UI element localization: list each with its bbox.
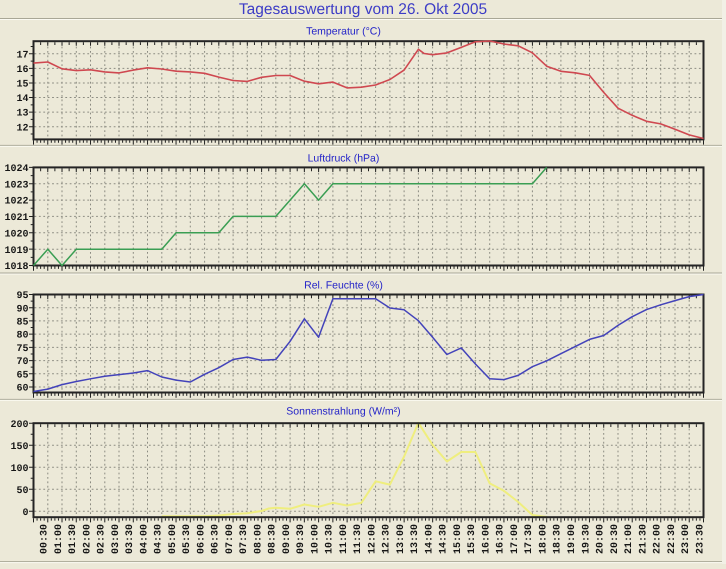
svg-text:1019: 1019 [4, 246, 28, 257]
svg-text:13:30: 13:30 [410, 524, 421, 554]
svg-text:1018: 1018 [4, 262, 28, 273]
svg-text:10:30: 10:30 [325, 524, 336, 554]
svg-text:12:00: 12:00 [367, 524, 378, 554]
svg-text:22:00: 22:00 [653, 524, 664, 554]
svg-text:08:00: 08:00 [253, 524, 264, 554]
svg-text:02:00: 02:00 [82, 524, 93, 554]
svg-text:200: 200 [10, 420, 28, 431]
svg-text:22:30: 22:30 [667, 524, 678, 554]
svg-text:1023: 1023 [4, 180, 28, 191]
svg-text:16:30: 16:30 [496, 524, 507, 554]
svg-text:Tagesauswertung vom 26. Okt 20: Tagesauswertung vom 26. Okt 2005 [239, 1, 487, 18]
svg-text:90: 90 [16, 304, 28, 315]
svg-text:14:30: 14:30 [439, 524, 450, 554]
svg-text:100: 100 [10, 464, 28, 475]
svg-text:03:00: 03:00 [111, 524, 122, 554]
svg-text:16: 16 [16, 65, 28, 76]
svg-text:20:00: 20:00 [596, 524, 607, 554]
svg-text:14: 14 [16, 94, 28, 105]
svg-text:60: 60 [16, 384, 28, 395]
svg-text:05:30: 05:30 [182, 524, 193, 554]
svg-text:13:00: 13:00 [396, 524, 407, 554]
svg-text:85: 85 [16, 318, 28, 329]
svg-text:150: 150 [10, 442, 28, 453]
svg-text:12: 12 [16, 123, 28, 134]
svg-text:17:30: 17:30 [524, 524, 535, 554]
svg-text:23:30: 23:30 [695, 524, 706, 554]
svg-text:01:30: 01:30 [68, 524, 79, 554]
svg-text:00:30: 00:30 [40, 524, 51, 554]
svg-text:07:00: 07:00 [225, 524, 236, 554]
svg-text:1024: 1024 [4, 164, 28, 175]
svg-text:01:00: 01:00 [54, 524, 65, 554]
svg-text:70: 70 [16, 357, 28, 368]
svg-text:Temperatur (°C): Temperatur (°C) [306, 25, 381, 37]
svg-text:80: 80 [16, 331, 28, 342]
svg-text:09:30: 09:30 [296, 524, 307, 554]
svg-text:20:30: 20:30 [610, 524, 621, 554]
svg-text:07:30: 07:30 [239, 524, 250, 554]
svg-text:50: 50 [16, 486, 28, 497]
svg-text:1020: 1020 [4, 229, 28, 240]
svg-text:15: 15 [16, 80, 28, 91]
svg-text:04:30: 04:30 [154, 524, 165, 554]
svg-text:1021: 1021 [4, 213, 28, 224]
svg-text:04:00: 04:00 [139, 524, 150, 554]
svg-text:75: 75 [16, 344, 28, 355]
svg-text:19:30: 19:30 [581, 524, 592, 554]
svg-text:11:30: 11:30 [353, 524, 364, 554]
svg-text:14:00: 14:00 [424, 524, 435, 554]
svg-text:18:00: 18:00 [539, 524, 550, 554]
svg-text:02:30: 02:30 [97, 524, 108, 554]
svg-text:Luftdruck (hPa): Luftdruck (hPa) [308, 152, 380, 164]
svg-text:17:00: 17:00 [510, 524, 521, 554]
svg-text:03:30: 03:30 [125, 524, 136, 554]
svg-text:16:00: 16:00 [482, 524, 493, 554]
svg-text:Sonnenstrahlung (W/m²): Sonnenstrahlung (W/m²) [286, 405, 400, 417]
svg-text:21:30: 21:30 [638, 524, 649, 554]
svg-text:06:00: 06:00 [196, 524, 207, 554]
svg-text:95: 95 [16, 291, 28, 302]
svg-text:17: 17 [16, 50, 28, 61]
svg-text:12:30: 12:30 [382, 524, 393, 554]
svg-text:15:30: 15:30 [467, 524, 478, 554]
svg-text:06:30: 06:30 [211, 524, 222, 554]
svg-text:05:00: 05:00 [168, 524, 179, 554]
svg-text:Rel. Feuchte (%): Rel. Feuchte (%) [304, 279, 383, 291]
svg-text:23:00: 23:00 [681, 524, 692, 554]
svg-text:0: 0 [22, 508, 28, 519]
svg-text:21:00: 21:00 [624, 524, 635, 554]
svg-text:11:00: 11:00 [339, 524, 350, 554]
svg-text:09:00: 09:00 [282, 524, 293, 554]
svg-text:1022: 1022 [4, 197, 28, 208]
svg-text:65: 65 [16, 370, 28, 381]
svg-text:13: 13 [16, 109, 28, 120]
svg-text:08:30: 08:30 [268, 524, 279, 554]
svg-text:15:00: 15:00 [453, 524, 464, 554]
svg-text:10:00: 10:00 [310, 524, 321, 554]
svg-text:18:30: 18:30 [553, 524, 564, 554]
svg-text:19:00: 19:00 [567, 524, 578, 554]
